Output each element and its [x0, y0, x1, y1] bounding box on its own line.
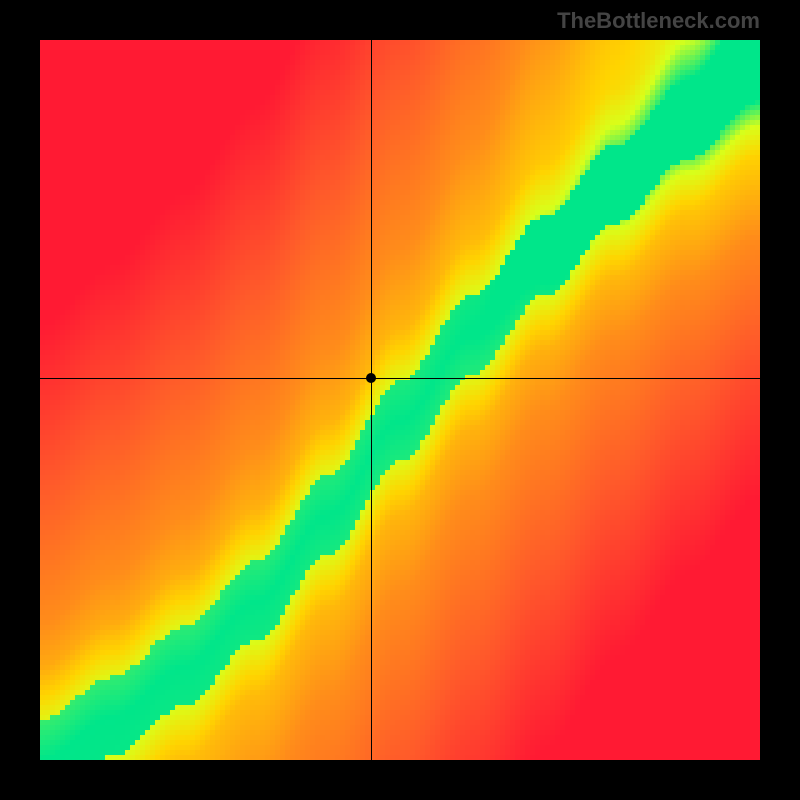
plot-area — [40, 40, 760, 760]
marker-dot — [366, 373, 376, 383]
watermark-text: TheBottleneck.com — [557, 8, 760, 34]
heatmap-canvas — [40, 40, 760, 760]
chart-container: TheBottleneck.com — [0, 0, 800, 800]
crosshair-horizontal — [40, 378, 760, 379]
crosshair-vertical — [371, 40, 372, 760]
